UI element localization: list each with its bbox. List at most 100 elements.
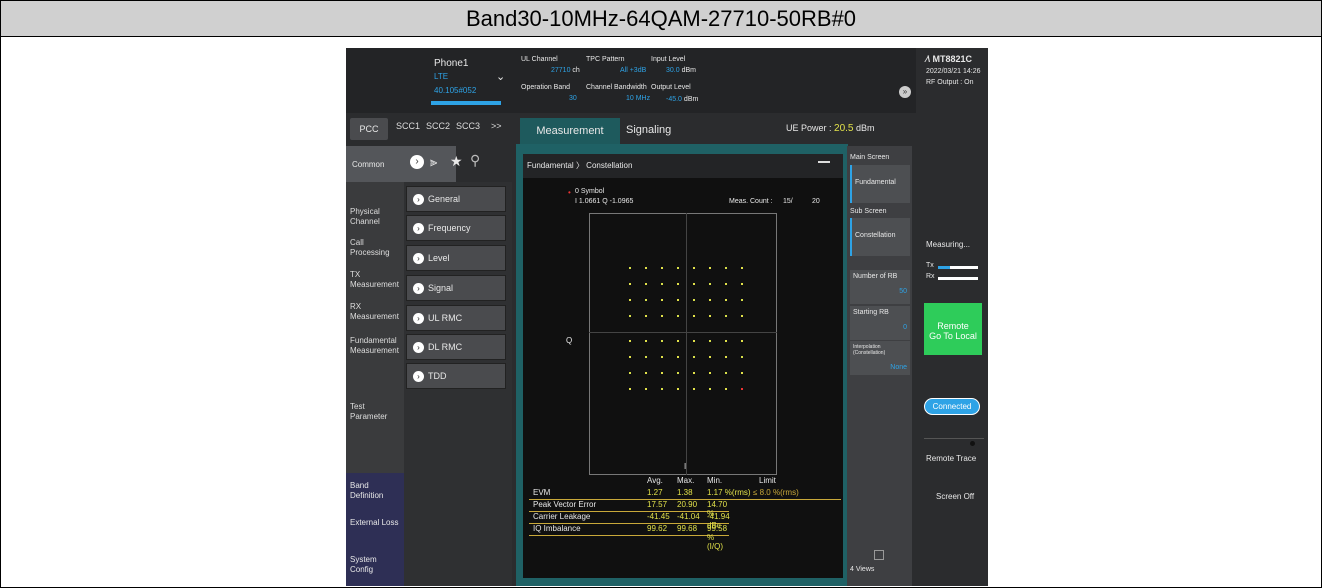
nav-call-processing[interactable]: Call Processing <box>350 238 390 257</box>
instrument-screen: Phone1 LTE 40.105#052 ⌄ UL Channel 27710… <box>346 48 988 586</box>
table-row: Peak Vector Error 17.57 20.90 14.70 % <box>529 500 729 518</box>
views-button[interactable]: 4 Views <box>850 566 875 573</box>
minimize-icon[interactable] <box>818 161 830 163</box>
constellation-point <box>709 267 711 269</box>
constellation-point <box>741 372 743 374</box>
output-level-label: Output Level <box>651 84 691 91</box>
constellation-point <box>741 388 743 390</box>
constellation-point <box>709 340 711 342</box>
tx-label: Tx <box>926 262 934 269</box>
ul-channel-value: 27710 <box>551 67 571 74</box>
screen-off-button[interactable]: Screen Off <box>936 492 975 501</box>
constellation-point <box>661 372 663 374</box>
menu-dl-rmc[interactable]: › DL RMC <box>406 334 506 360</box>
cell: 14.70 % <box>707 500 728 518</box>
tab-measurement[interactable]: Measurement <box>520 118 620 144</box>
fundamental-button[interactable]: Fundamental <box>850 165 910 203</box>
i-axis-label: I <box>684 462 687 471</box>
number-of-rb-button[interactable]: Number of RB 50 <box>850 270 910 304</box>
constellation-point <box>693 372 695 374</box>
grid-icon[interactable] <box>874 550 884 560</box>
chevron-right-icon[interactable]: › <box>410 155 424 169</box>
constellation-point <box>661 267 663 269</box>
menu-tdd[interactable]: › TDD <box>406 363 506 389</box>
ue-power-value: 20.5 <box>834 123 854 134</box>
menu-ul-rmc[interactable]: › UL RMC <box>406 305 506 331</box>
constellation-point <box>741 283 743 285</box>
tx-level-bar <box>938 266 978 269</box>
nav-band-definition[interactable]: Band Definition <box>350 481 384 500</box>
search-icon[interactable]: ⚲ <box>470 152 481 168</box>
constellation-plot <box>589 213 777 475</box>
divider <box>924 438 984 439</box>
tab-more[interactable]: >> <box>491 121 502 131</box>
menu-general[interactable]: › General <box>406 186 506 212</box>
constellation-point <box>693 283 695 285</box>
constellation-point <box>725 299 727 301</box>
nav-system-config[interactable]: System Config <box>350 555 377 574</box>
tech-label: LTE <box>434 72 449 81</box>
menu-signal[interactable]: › Signal <box>406 275 506 301</box>
constellation-point <box>661 388 663 390</box>
cell: 99.68 <box>677 524 698 533</box>
constellation-point <box>725 356 727 358</box>
col-avg: Avg. <box>647 476 663 485</box>
iq-readout: I 1.0661 Q -1.0965 <box>575 198 634 205</box>
constellation-panel <box>523 154 843 578</box>
starting-rb-button[interactable]: Starting RB 0 <box>850 306 910 340</box>
tab-scc2[interactable]: SCC2 <box>426 121 451 131</box>
constellation-point <box>661 356 663 358</box>
menu-frequency[interactable]: › Frequency <box>406 215 506 241</box>
table-header: Avg. Max. Min. Limit <box>529 476 841 488</box>
row-label: Carrier Leakage <box>533 512 591 521</box>
constellation-point <box>677 356 679 358</box>
common-row <box>346 146 456 182</box>
table-row: Carrier Leakage -41.45 -41.04 -41.94 dBc <box>529 512 730 530</box>
nav-physical-channel[interactable]: Physical Channel <box>350 207 380 226</box>
row-label: EVM <box>533 488 551 497</box>
collapse-header-icon[interactable]: » <box>899 86 911 98</box>
interpolation-value: None <box>890 364 907 371</box>
breadcrumb: Fundamental 〉 Constellation <box>523 154 843 178</box>
constellation-point <box>645 299 647 301</box>
number-of-rb-label: Number of RB <box>853 273 898 280</box>
page-title: Band30-10MHz-64QAM-27710-50RB#0 <box>1 1 1321 37</box>
cell: 99.62 <box>647 524 668 533</box>
constellation-point <box>629 283 631 285</box>
constellation-button[interactable]: Constellation <box>850 218 910 256</box>
constellation-point <box>661 299 663 301</box>
op-band-label: Operation Band <box>521 84 571 91</box>
input-level-label: Input Level <box>651 56 686 63</box>
nav-fundamental-measurement[interactable]: Fundamental Measurement <box>350 336 399 355</box>
interpolation-button[interactable]: Interpolation (Constellation) None <box>850 341 910 375</box>
tab-pcc[interactable]: PCC <box>350 118 388 140</box>
menu-level[interactable]: › Level <box>406 245 506 271</box>
constellation-point <box>629 267 631 269</box>
measuring-status: Measuring... <box>926 240 971 249</box>
tab-scc1[interactable]: SCC1 <box>396 121 421 131</box>
nav-test-parameter[interactable]: Test Parameter <box>350 402 388 421</box>
star-icon[interactable]: ★ <box>450 153 463 169</box>
tab-scc3[interactable]: SCC3 <box>456 121 481 131</box>
main-screen-label: Main Screen <box>850 154 890 161</box>
ch-bw-label: Channel Bandwidth <box>586 84 647 91</box>
phone-dropdown-icon[interactable]: ⌄ <box>496 71 506 83</box>
starting-rb-label: Starting RB <box>853 309 889 316</box>
constellation-point <box>725 372 727 374</box>
nav-external-loss[interactable]: External Loss <box>350 518 399 527</box>
constellation-point <box>709 299 711 301</box>
nav-common[interactable]: Common <box>352 160 385 169</box>
meas-count: 15/ <box>783 198 793 205</box>
rf-output: RF Output : On <box>926 79 974 86</box>
skip-forward-icon[interactable]: ⫸ <box>430 154 438 169</box>
op-band-value: 30 <box>569 95 577 102</box>
remote-go-to-local-button[interactable]: Remote Go To Local <box>924 303 982 355</box>
breadcrumb-fundamental[interactable]: Fundamental <box>527 161 574 170</box>
constellation-point <box>629 315 631 317</box>
nav-rx-measurement[interactable]: RX Measurement <box>350 302 399 321</box>
nav-tx-measurement[interactable]: TX Measurement <box>350 270 399 289</box>
remote-trace-button[interactable]: Remote Trace <box>926 454 977 463</box>
constellation-point <box>677 315 679 317</box>
constellation-point <box>645 388 647 390</box>
tab-signaling[interactable]: Signaling <box>626 124 672 136</box>
